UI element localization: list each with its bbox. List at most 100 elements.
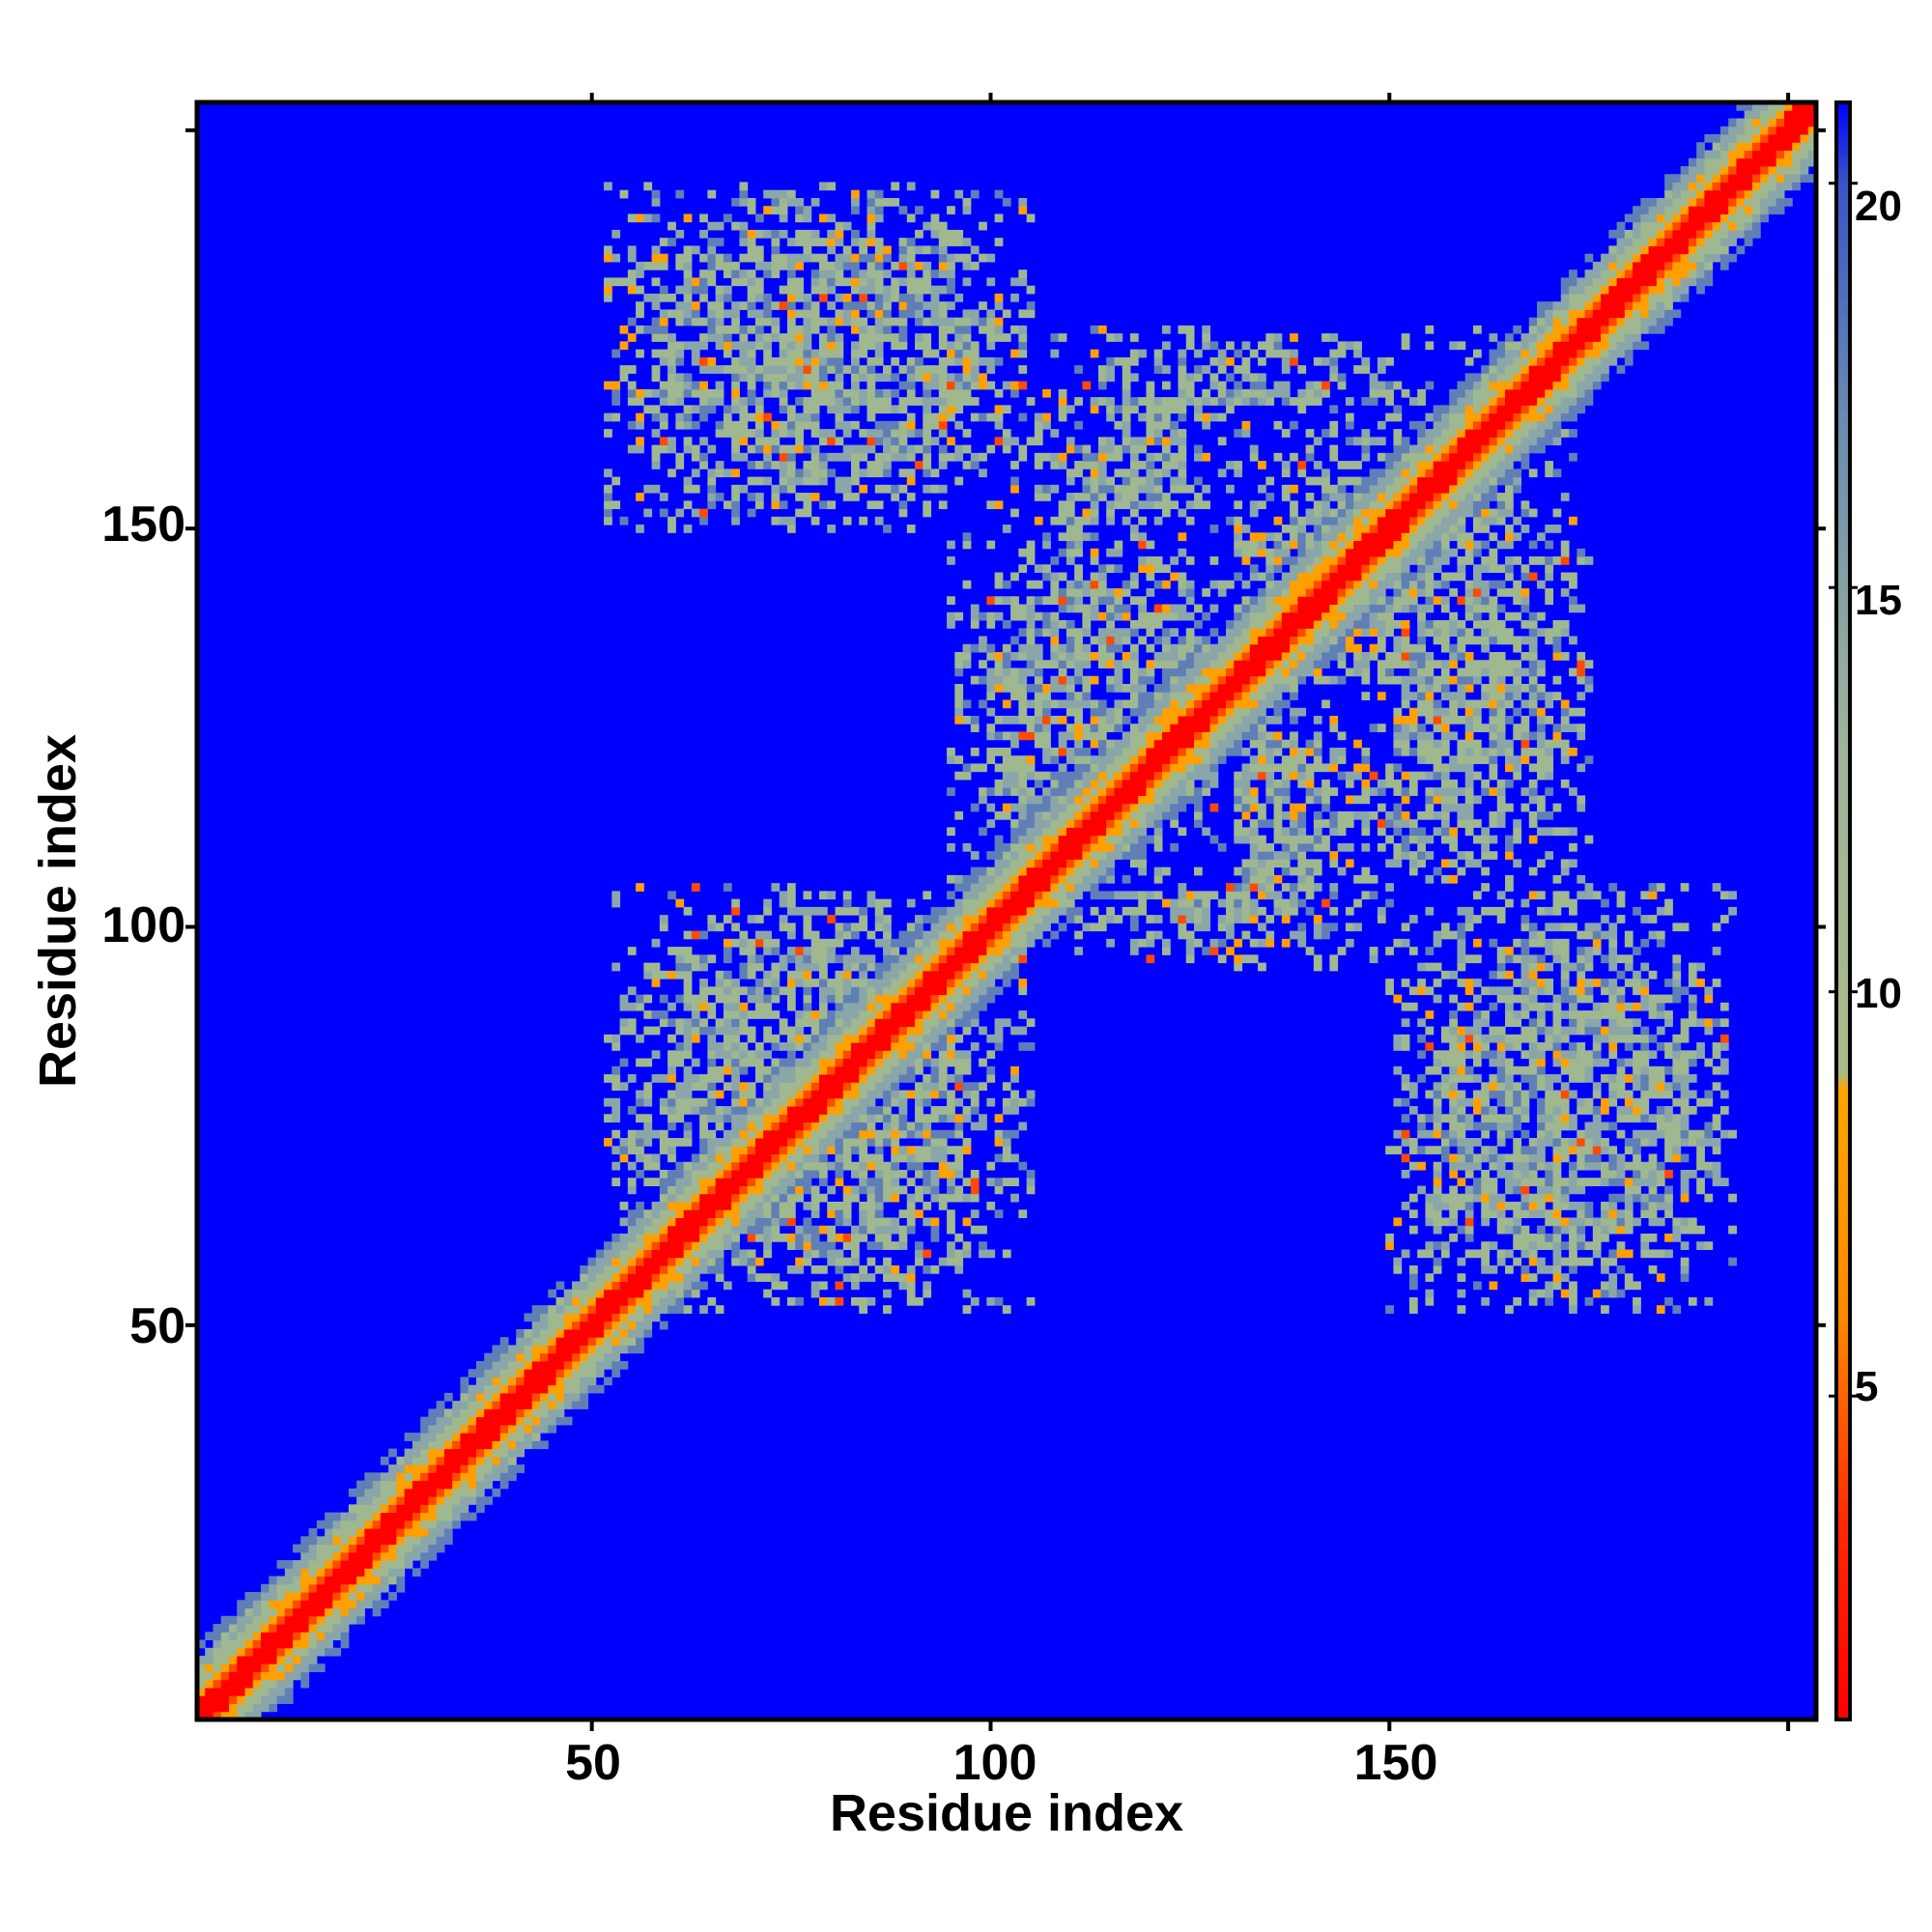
heatmap-cell — [851, 954, 860, 964]
heatmap-cell — [1153, 652, 1163, 661]
heatmap-cell — [867, 341, 876, 351]
heatmap-cell — [835, 1122, 844, 1131]
heatmap-cell — [947, 1241, 955, 1250]
heatmap-cell — [723, 1178, 732, 1186]
heatmap-cell — [986, 883, 996, 892]
heatmap-cell — [627, 1185, 637, 1195]
heatmap-cell — [1082, 508, 1092, 518]
heatmap-cell — [954, 229, 964, 239]
heatmap-cell — [723, 1026, 732, 1036]
heatmap-cell — [1074, 636, 1083, 645]
heatmap-cell — [906, 1289, 916, 1298]
heatmap-cell — [492, 1416, 501, 1426]
heatmap-cell — [851, 277, 860, 287]
heatmap-cell — [786, 301, 796, 310]
heatmap-cell — [1122, 810, 1131, 820]
heatmap-cell — [883, 1082, 892, 1092]
heatmap-cell — [859, 979, 868, 987]
heatmap-cell — [284, 1624, 294, 1633]
heatmap-cell — [739, 1050, 749, 1060]
heatmap-cell — [906, 1129, 916, 1139]
heatmap-cell — [915, 1002, 923, 1011]
heatmap-cell — [460, 1416, 469, 1426]
heatmap-cell — [1042, 842, 1051, 852]
heatmap-cell — [898, 954, 908, 964]
heatmap-cell — [1042, 867, 1051, 876]
heatmap-cell — [1002, 1129, 1011, 1139]
heatmap-cell — [739, 325, 749, 334]
heatmap-cell — [763, 444, 772, 454]
heatmap-cell — [810, 1241, 820, 1250]
heatmap-cell — [1026, 668, 1036, 677]
heatmap-cell — [786, 412, 796, 422]
heatmap-cell — [1050, 867, 1060, 876]
heatmap-cell — [947, 388, 955, 398]
heatmap-cell — [938, 1034, 948, 1043]
heatmap-cell — [1018, 349, 1028, 358]
heatmap-cell — [1138, 724, 1147, 732]
heatmap-cell — [827, 1097, 836, 1107]
heatmap-cell — [1082, 444, 1092, 454]
heatmap-cell — [499, 1456, 509, 1465]
heatmap-cell — [1106, 405, 1115, 414]
heatmap-cell — [460, 1480, 469, 1490]
heatmap-cell — [986, 707, 996, 717]
heatmap-cell — [611, 962, 621, 972]
heatmap-cell — [835, 1264, 844, 1274]
heatmap-cell — [1162, 405, 1171, 414]
heatmap-cell — [699, 1002, 708, 1011]
heatmap-cell — [683, 381, 693, 390]
heatmap-cell — [1082, 883, 1092, 892]
heatmap-cell — [979, 763, 987, 773]
heatmap-cell — [619, 1273, 629, 1282]
heatmap-cell — [348, 1607, 357, 1617]
heatmap-cell — [396, 1464, 406, 1473]
heatmap-cell — [954, 1153, 964, 1163]
heatmap-cell — [1129, 493, 1139, 501]
heatmap-cell — [364, 1488, 374, 1497]
heatmap-cell — [906, 238, 916, 246]
heatmap-cell — [723, 1002, 732, 1011]
heatmap-cell — [1106, 779, 1115, 788]
heatmap-cell — [707, 493, 717, 501]
heatmap-cell — [683, 994, 693, 1004]
heatmap-cell — [659, 444, 668, 454]
heatmap-cell — [947, 1193, 955, 1203]
heatmap-cell — [1122, 842, 1131, 852]
heatmap-cell — [715, 293, 724, 302]
heatmap-cell — [636, 1217, 644, 1227]
heatmap-cell — [930, 1002, 940, 1011]
heatmap-cell — [867, 898, 876, 908]
heatmap-cell — [1034, 564, 1043, 574]
heatmap-cell — [1018, 1209, 1028, 1218]
heatmap-cell — [1138, 795, 1147, 805]
heatmap-cell — [731, 1058, 740, 1067]
heatmap-cell — [668, 516, 676, 526]
heatmap-cell — [659, 1233, 668, 1242]
heatmap-cell — [763, 412, 772, 422]
heatmap-cell — [891, 938, 900, 948]
heatmap-cell — [715, 1217, 724, 1227]
heatmap-cell — [388, 1512, 397, 1521]
heatmap-cell — [747, 1050, 756, 1060]
heatmap-cell — [643, 1114, 653, 1123]
heatmap-cell — [1002, 867, 1011, 876]
heatmap-cell — [580, 1352, 589, 1362]
heatmap-cell — [851, 1281, 860, 1291]
heatmap-cell — [1129, 747, 1139, 756]
heatmap-cell — [938, 1170, 948, 1179]
heatmap-cell — [947, 253, 955, 263]
heatmap-cell — [786, 429, 796, 438]
heatmap-cell — [891, 954, 900, 964]
heatmap-cell — [1114, 835, 1123, 844]
heatmap-cell — [1034, 461, 1043, 469]
heatmap-cell — [1090, 500, 1099, 510]
heatmap-cell — [986, 803, 996, 812]
heatmap-cell — [1042, 660, 1051, 668]
heatmap-cell — [516, 1416, 526, 1426]
heatmap-cell — [1122, 580, 1131, 589]
heatmap-cell — [898, 261, 908, 270]
heatmap-cell — [986, 381, 996, 390]
heatmap-cell — [420, 1520, 429, 1529]
heatmap-cell — [771, 429, 781, 438]
